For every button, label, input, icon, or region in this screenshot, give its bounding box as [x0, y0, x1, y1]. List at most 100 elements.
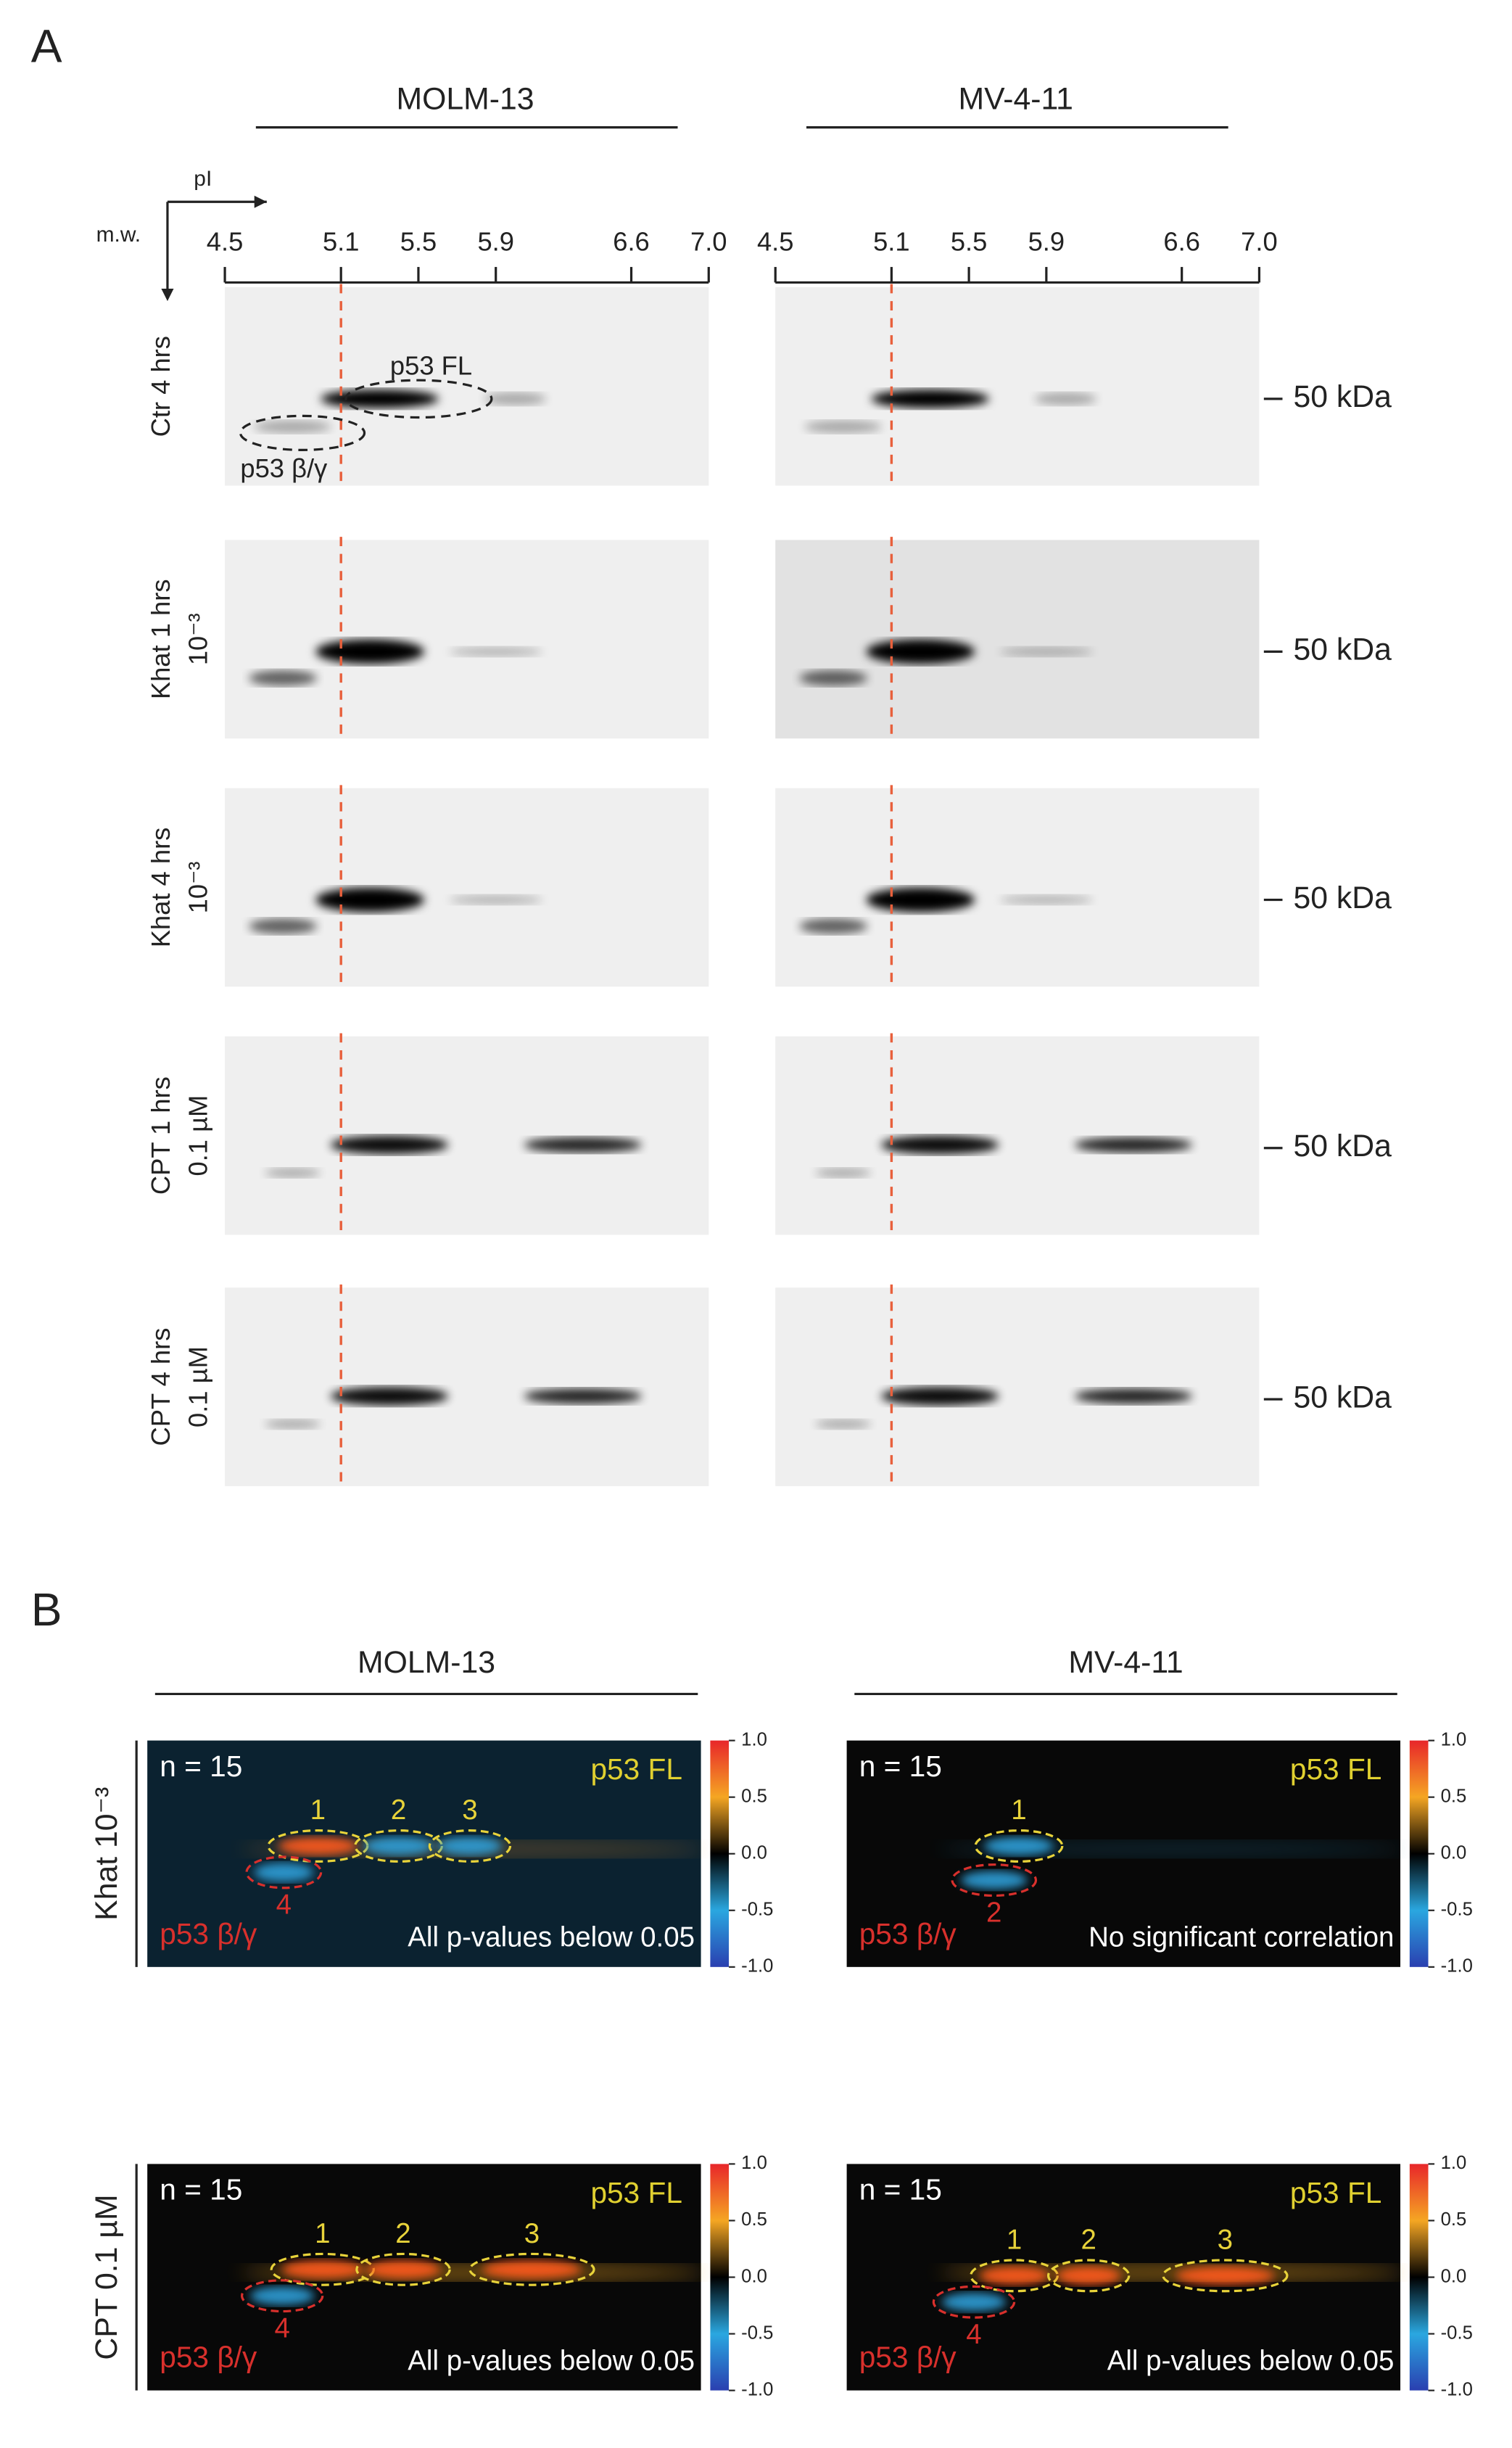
gel-spot	[871, 390, 989, 408]
spot-number: 2	[391, 1794, 406, 1826]
gel-spot	[880, 1135, 999, 1155]
spot-number: 2	[395, 2218, 410, 2249]
x-tick-label: 6.6	[613, 227, 650, 257]
spot-outline	[951, 1863, 1038, 1897]
gel-spot	[799, 918, 868, 934]
row-label: 10⁻³	[183, 862, 212, 914]
gel-spot	[264, 1168, 321, 1178]
heat-spot	[437, 1837, 503, 1855]
colorbar-tick-label: -1.0	[1441, 2379, 1473, 2399]
heat-spot	[482, 2259, 582, 2279]
bg-label: p53 β/γ	[859, 1917, 957, 1950]
gel-spot	[449, 895, 542, 904]
spot-label: p53 β/γ	[240, 453, 328, 483]
x-tick-label: 5.5	[951, 227, 988, 257]
heat-band	[939, 1841, 1405, 1857]
x-axis-label: pI	[194, 167, 212, 191]
heat-spot	[1056, 2266, 1121, 2286]
row-label: Khat 10⁻³	[89, 1787, 124, 1921]
spot-number: 3	[1218, 2225, 1233, 2256]
gel-spot	[799, 670, 868, 686]
row-label: 0.1 µM	[183, 1346, 212, 1427]
fl-label: p53 FL	[1290, 1752, 1381, 1786]
significance-note: No significant correlation	[1088, 1922, 1394, 1953]
colorbar-tick-label: -0.5	[741, 2323, 773, 2343]
colorbar-tick-label: 0.5	[741, 1786, 767, 1806]
arrow-head	[161, 289, 174, 302]
heat-spot	[363, 1837, 434, 1855]
bg-label: p53 β/γ	[160, 2341, 257, 2374]
x-tick-label: 7.0	[690, 227, 727, 257]
spot-number: 2	[1081, 2225, 1096, 2256]
colorbar-tick-label: 0.0	[741, 1842, 767, 1863]
heat-spot	[281, 2259, 364, 2279]
sample-size: n = 15	[859, 2173, 942, 2206]
gel	[775, 540, 1260, 739]
x-tick-label: 5.1	[873, 227, 910, 257]
spot-number: 3	[462, 1794, 477, 1826]
panel-label: B	[31, 1583, 62, 1636]
spot-outline	[1162, 2259, 1289, 2293]
colorbar-tick-label: 1.0	[741, 1729, 767, 1750]
spot-outline	[974, 1829, 1064, 1863]
colorbar-tick-label: 0.0	[741, 2266, 767, 2286]
colorbar	[710, 1740, 730, 1967]
x-tick-label: 5.1	[323, 227, 360, 257]
spot-number: 1	[310, 1794, 326, 1826]
gel	[775, 788, 1260, 987]
spot-label: p53 FL	[390, 351, 472, 381]
gel-spot	[449, 646, 542, 656]
heat-spot	[365, 2259, 441, 2279]
gel-spot	[315, 887, 425, 912]
x-tick-label: 4.5	[757, 227, 794, 257]
gel-spot	[330, 1387, 449, 1406]
heat-band	[939, 2264, 1405, 2280]
significance-note: All p-values below 0.05	[408, 2345, 695, 2376]
fl-label: p53 FL	[590, 2176, 682, 2209]
colorbar-tick-label: 0.0	[1441, 1842, 1467, 1863]
heat-spot	[979, 2266, 1049, 2286]
colorbar-tick-label: -0.5	[1441, 2323, 1473, 2343]
x-tick-label: 4.5	[207, 227, 244, 257]
spot-outline	[468, 2252, 595, 2286]
cell-line-title: MOLM-13	[397, 82, 534, 117]
x-tick-label: 5.5	[400, 227, 437, 257]
heat-spot	[254, 1863, 314, 1882]
colorbar-tick-label: 0.5	[741, 2209, 767, 2230]
spot-number: 2	[986, 1897, 1001, 1928]
mw-label: 50 kDa	[1293, 881, 1392, 915]
gel-spot	[880, 1387, 999, 1406]
x-tick-label: 5.9	[1028, 227, 1065, 257]
spot-number: 1	[315, 2218, 330, 2249]
colorbar-tick-label: -1.0	[1441, 1956, 1473, 1977]
colorbar	[1409, 1740, 1429, 1967]
gel	[775, 1036, 1260, 1235]
heat-spot	[278, 1837, 358, 1855]
spot-outline	[344, 379, 493, 419]
colorbar-tick-label: -0.5	[741, 1900, 773, 1920]
row-label: Ctr 4 hrs	[146, 336, 175, 437]
colorbar	[710, 2164, 730, 2391]
gel-spot	[999, 895, 1094, 904]
bg-label: p53 β/γ	[859, 2341, 957, 2374]
x-tick-label: 5.9	[477, 227, 514, 257]
mw-label: 50 kDa	[1293, 1129, 1392, 1163]
sample-size: n = 15	[160, 2173, 242, 2206]
mw-label: 50 kDa	[1293, 379, 1392, 414]
gel-spot	[249, 670, 318, 686]
gel-spot	[249, 918, 318, 934]
colorbar-tick-label: -1.0	[741, 1956, 773, 1977]
gel-spot	[815, 1419, 872, 1429]
spot-outline	[428, 1829, 512, 1863]
spot-outline	[245, 1855, 323, 1889]
spot-outline	[240, 2279, 324, 2313]
cell-line-title: MV-4-11	[958, 82, 1073, 117]
gel-spot	[1074, 1388, 1193, 1404]
row-label: Khat 4 hrs	[146, 828, 175, 948]
spot-outline	[932, 2285, 1016, 2319]
gel	[225, 788, 709, 987]
gel-spot	[524, 1137, 643, 1153]
gel-spot	[524, 1388, 643, 1404]
bg-label: p53 β/γ	[160, 1917, 257, 1950]
heat-spot	[249, 2286, 315, 2306]
